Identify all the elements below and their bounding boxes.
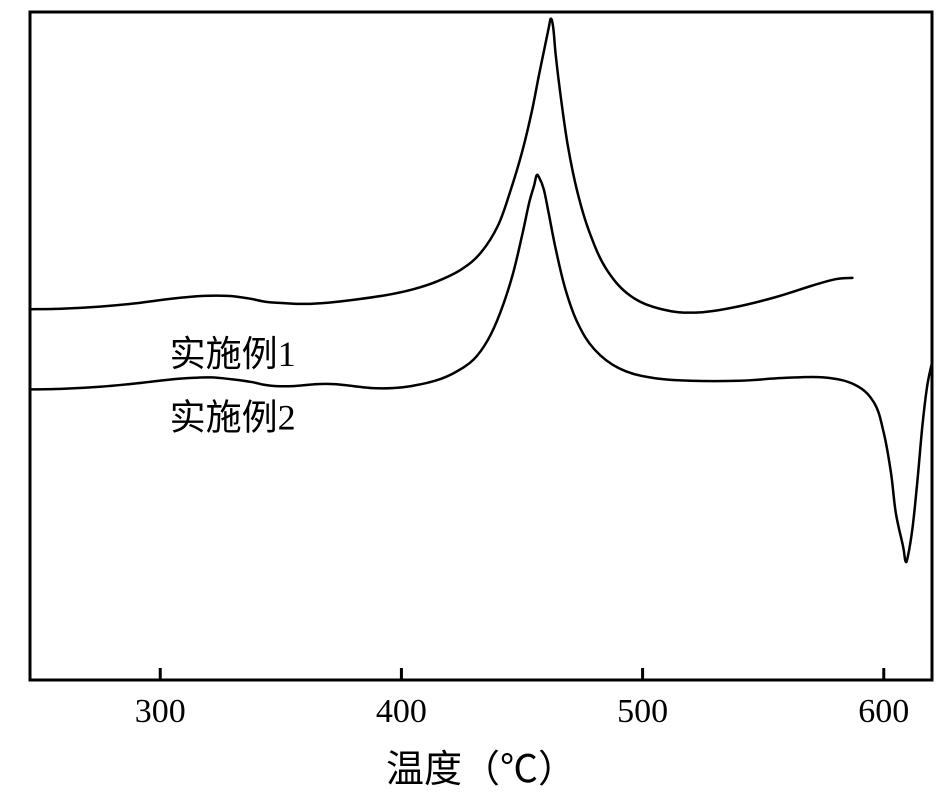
x-tick-label: 400 bbox=[376, 693, 427, 730]
chart-container: 300 400 500 600 温度（℃） 实施例1 实施例2 bbox=[0, 0, 942, 799]
x-axis-label: 温度（℃） bbox=[386, 749, 576, 791]
x-tick-label: 300 bbox=[135, 693, 186, 730]
curve-label-2: 实施例2 bbox=[170, 398, 296, 438]
x-tick-label: 500 bbox=[617, 693, 668, 730]
x-tick-label: 600 bbox=[858, 693, 909, 730]
line-chart: 300 400 500 600 温度（℃） 实施例1 实施例2 bbox=[0, 0, 942, 799]
curve-label-1: 实施例1 bbox=[170, 334, 296, 374]
